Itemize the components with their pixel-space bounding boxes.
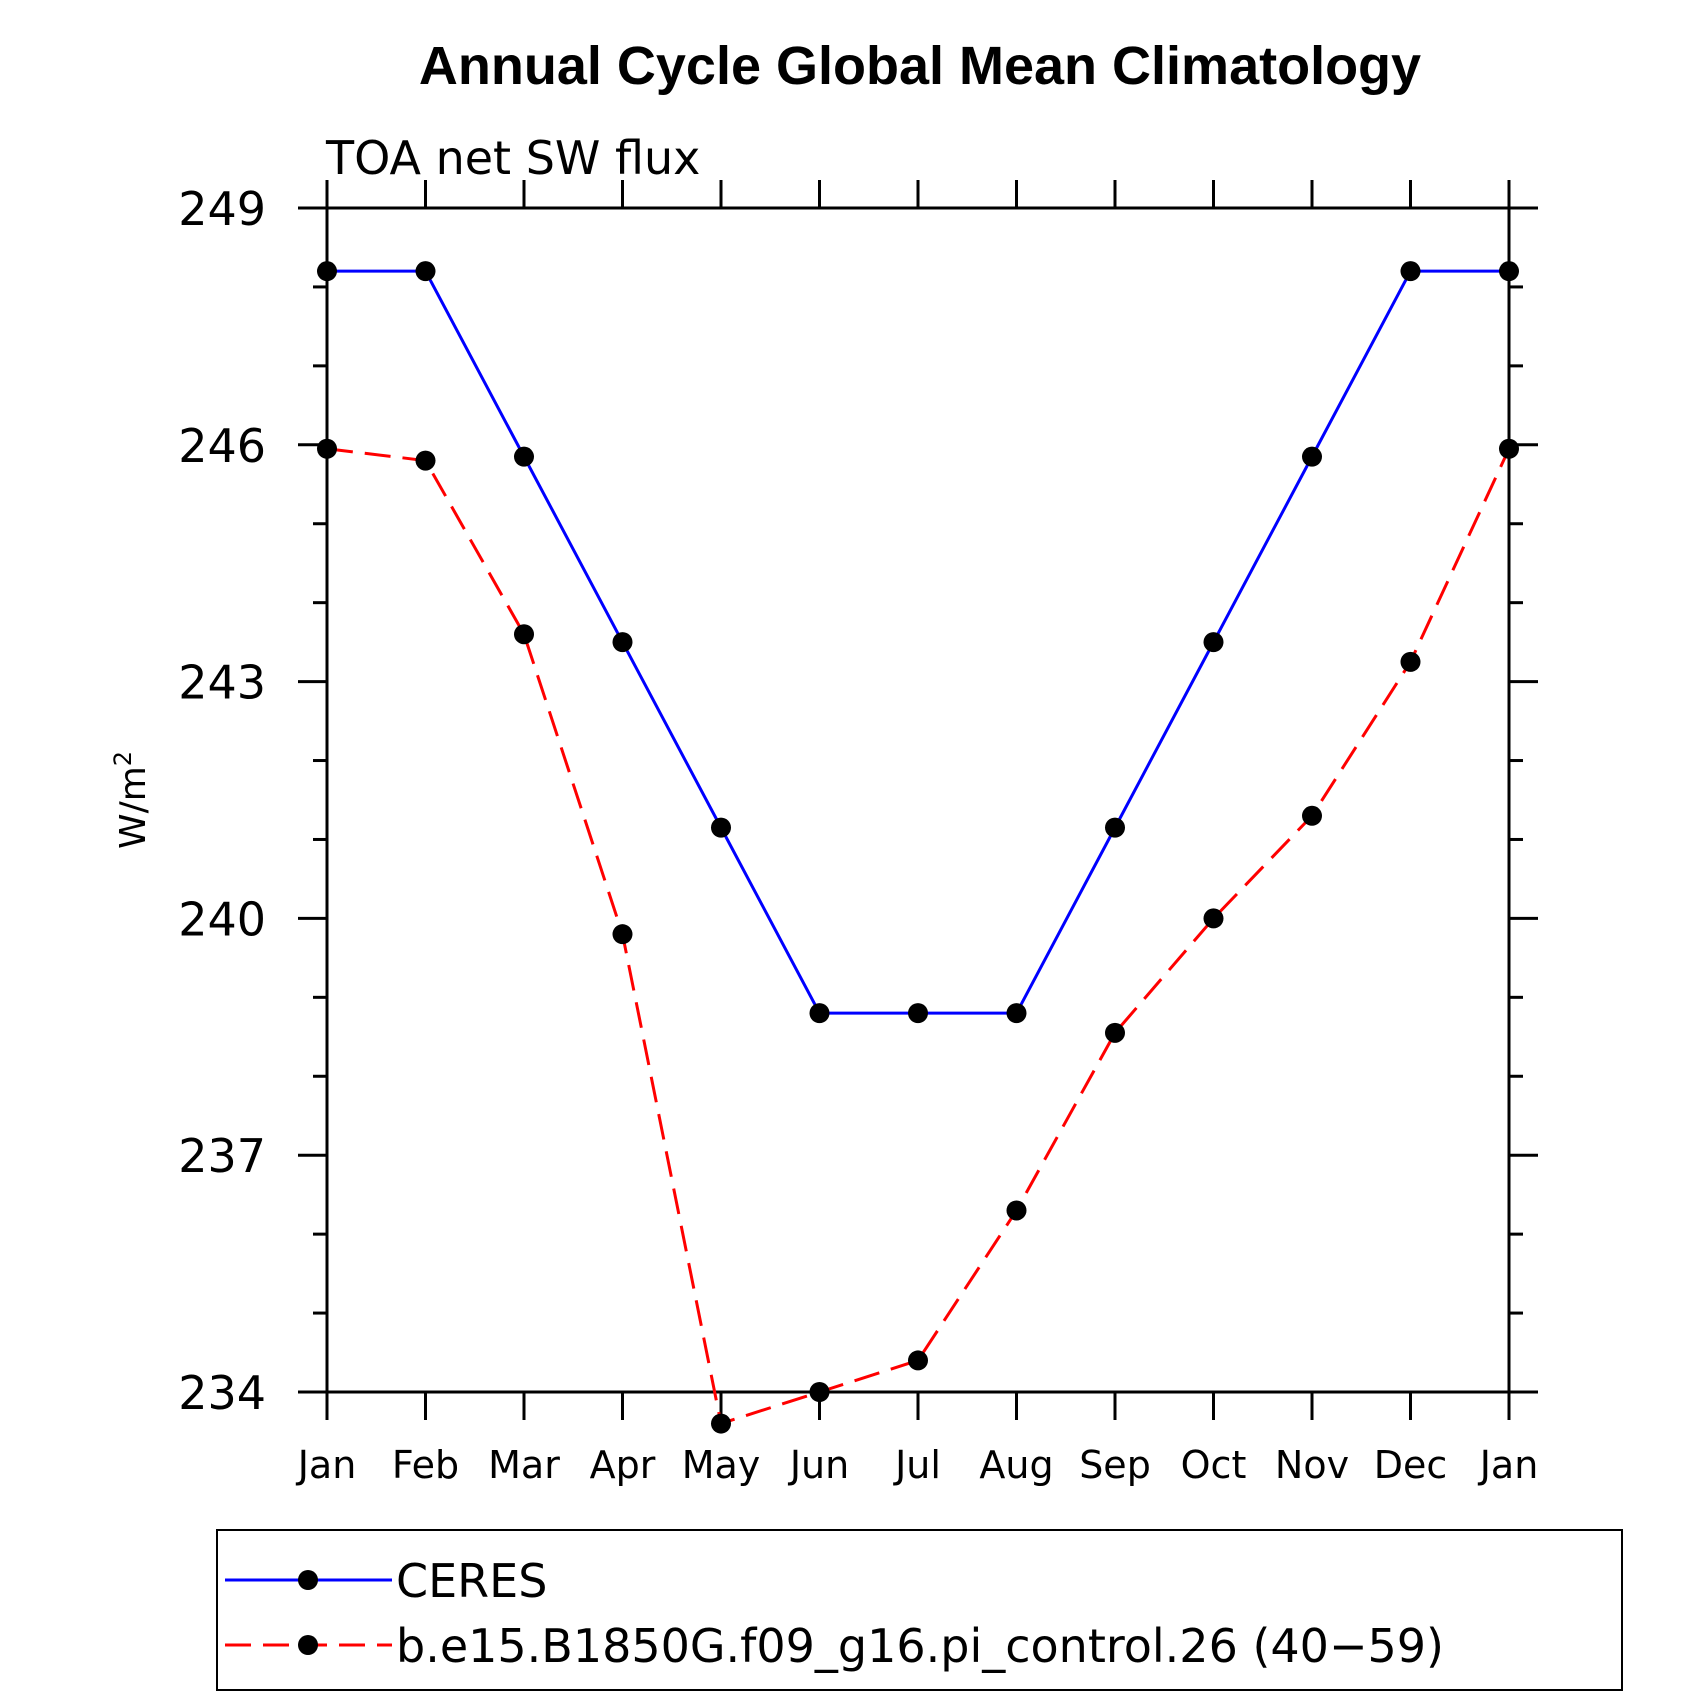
legend-group: CERES b.e15.B1850G.f09_g16.pi_control.26 … <box>216 1529 1623 1691</box>
data-point-series-0 <box>1499 261 1519 282</box>
data-point-series-0 <box>317 261 337 282</box>
legend-label-0: CERES <box>396 1554 547 1608</box>
data-point-series-1 <box>1006 1200 1027 1221</box>
y-axis-label-base: W/m <box>113 766 154 849</box>
y-tick-label: 243 <box>178 656 266 710</box>
data-point-series-1 <box>1400 651 1421 672</box>
data-point-series-1 <box>908 1350 928 1371</box>
legend-label-1: b.e15.B1850G.f09_g16.pi_control.26 (40−5… <box>396 1619 1444 1673</box>
data-point-series-1 <box>1203 908 1224 929</box>
data-point-series-1 <box>809 1382 830 1402</box>
data-point-series-1 <box>317 438 337 459</box>
data-point-series-1 <box>514 624 534 645</box>
y-axis-label: W/m2 <box>109 751 154 849</box>
x-tick-label: Jul <box>893 1443 941 1487</box>
data-point-series-1 <box>711 1413 731 1434</box>
data-point-series-0 <box>908 1003 928 1024</box>
data-point-series-1 <box>415 450 436 471</box>
series-group <box>317 261 1519 1434</box>
data-point-series-0 <box>612 632 633 653</box>
data-point-series-1 <box>612 924 633 945</box>
y-tick-label: 234 <box>178 1366 266 1420</box>
x-tick-label: Dec <box>1374 1443 1448 1487</box>
data-point-series-1 <box>1105 1022 1125 1043</box>
data-point-series-0 <box>1400 261 1421 282</box>
x-tick-label: Apr <box>590 1443 656 1487</box>
axes-group: 234 237 240 243 246 249 Jan Feb Mar Apr May Jun Jul A… <box>109 180 1538 1487</box>
series-line-1 <box>326 447 1511 1426</box>
chart-subtitle: TOA net SW flux <box>325 131 700 185</box>
series-line-0 <box>327 269 1509 1015</box>
y-axis-label-superscript: 2 <box>109 751 137 766</box>
data-point-series-0 <box>1203 632 1224 653</box>
x-tick-label: Sep <box>1079 1443 1151 1487</box>
y-tick-label: 249 <box>178 182 266 236</box>
x-tick-label: Jun <box>788 1443 849 1487</box>
data-point-series-0 <box>1006 1003 1027 1024</box>
data-point-series-0 <box>1302 446 1322 467</box>
data-point-series-0 <box>1105 817 1125 838</box>
data-point-series-0 <box>809 1003 830 1024</box>
legend-marker-0 <box>298 1570 318 1590</box>
x-tick-label: Jan <box>1478 1443 1539 1487</box>
y-tick-label: 237 <box>178 1129 266 1183</box>
x-tick-label: May <box>682 1443 761 1487</box>
x-tick-label: Feb <box>392 1443 459 1487</box>
x-tick-label: Aug <box>979 1443 1053 1487</box>
data-point-series-0 <box>415 261 436 282</box>
x-tick-label: Mar <box>488 1443 560 1487</box>
legend-box <box>216 1529 1623 1691</box>
data-point-series-1 <box>1499 438 1519 459</box>
data-point-series-0 <box>514 446 534 467</box>
x-tick-label: Oct <box>1181 1443 1247 1487</box>
data-point-series-0 <box>711 817 731 838</box>
chart-title: Annual Cycle Global Mean Climatology <box>419 36 1421 96</box>
x-tick-label: Nov <box>1275 1443 1349 1487</box>
y-tick-label: 246 <box>178 419 266 473</box>
data-point-series-1 <box>1302 805 1322 826</box>
x-tick-label: Jan <box>296 1443 357 1487</box>
legend-marker-1 <box>298 1635 318 1655</box>
y-tick-label: 240 <box>178 892 266 946</box>
